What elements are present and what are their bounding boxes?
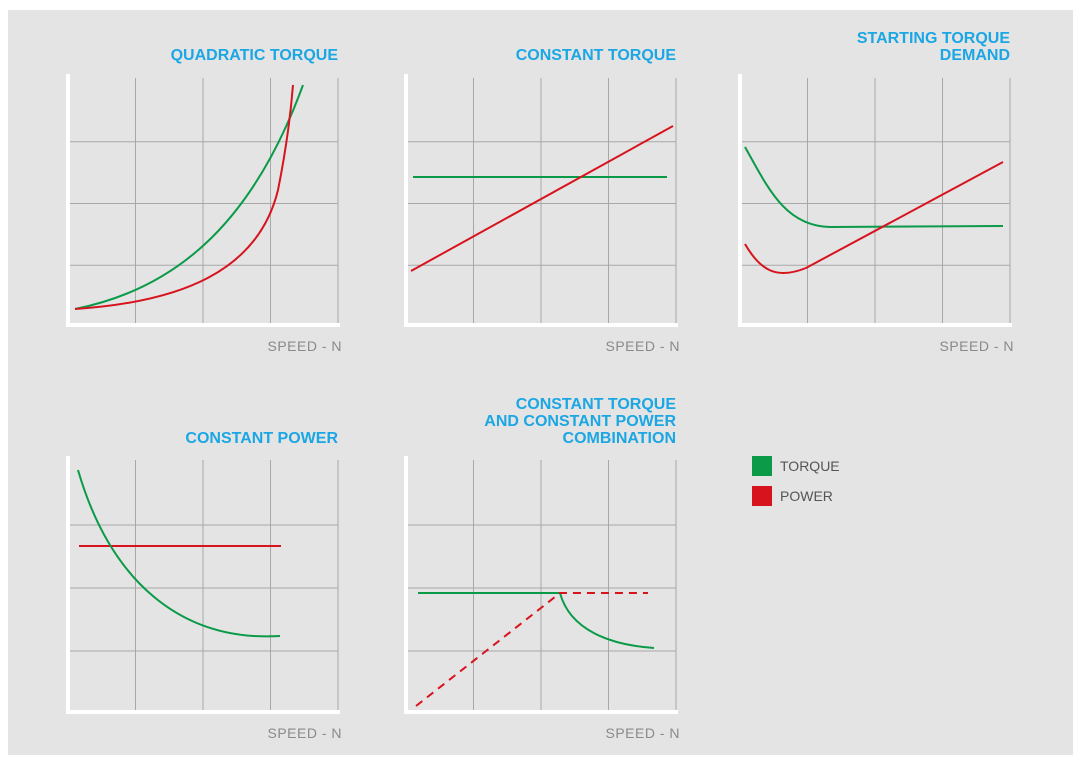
x-axis-label: SPEED - N	[267, 725, 342, 741]
power-curve	[744, 161, 1004, 275]
panel-title: DEMAND	[940, 47, 1010, 64]
legend-swatch	[752, 456, 772, 476]
axis	[738, 74, 1012, 327]
axis	[66, 74, 340, 327]
axis	[404, 456, 678, 714]
torque-curve	[418, 592, 655, 649]
torque-curve	[74, 84, 304, 310]
panel-title: CONSTANT POWER	[185, 430, 338, 447]
torque-curve	[744, 146, 1004, 229]
panel-title: AND CONSTANT POWER	[484, 413, 676, 430]
power-curve	[410, 125, 674, 272]
axis	[404, 74, 678, 327]
x-axis-label: SPEED - N	[605, 725, 680, 741]
panel-title: CONSTANT TORQUE	[516, 396, 677, 413]
legend-swatch	[752, 486, 772, 506]
panel-title: COMBINATION	[563, 430, 676, 447]
power-curve	[415, 592, 648, 707]
panel-title: QUADRATIC TORQUE	[171, 47, 339, 64]
x-axis-label: SPEED - N	[267, 338, 342, 354]
x-axis-label: SPEED - N	[939, 338, 1014, 354]
axis	[66, 456, 340, 714]
legend-label: POWER	[780, 488, 833, 504]
power-curve	[74, 84, 294, 310]
legend-label: TORQUE	[780, 458, 840, 474]
panel-title: CONSTANT TORQUE	[516, 47, 677, 64]
torque-curve	[77, 469, 281, 638]
x-axis-label: SPEED - N	[605, 338, 680, 354]
panel-title: STARTING TORQUE	[857, 30, 1011, 47]
